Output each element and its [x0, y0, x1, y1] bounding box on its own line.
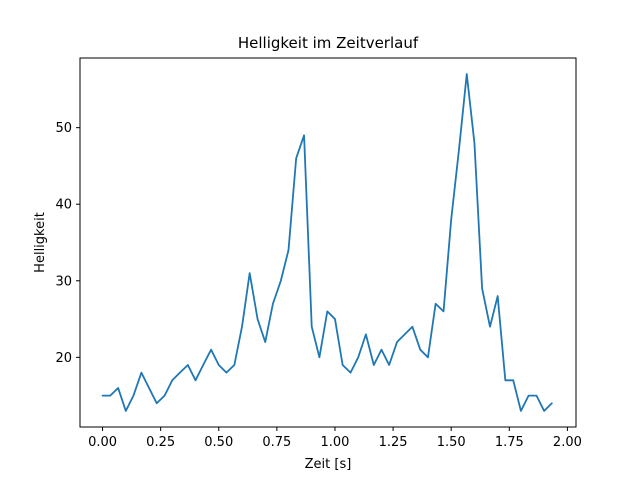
x-tick-label: 0.00 [88, 435, 117, 450]
x-tick-label: 0.25 [146, 435, 175, 450]
x-tick-label: 1.25 [379, 435, 408, 450]
x-tick-label: 0.50 [204, 435, 233, 450]
y-tick-label: 40 [55, 198, 72, 213]
y-tick-label: 20 [55, 351, 72, 366]
x-tick-label: 1.00 [320, 435, 349, 450]
y-axis-label: Helligkeit [33, 212, 48, 273]
series-line [101, 73, 553, 412]
x-tick-label: 1.50 [437, 435, 466, 450]
x-tick-label: 0.75 [262, 435, 291, 450]
x-axis: 0.00 0.25 0.50 0.75 1.00 1.25 1.50 1.75 2.00 [88, 427, 582, 450]
chart-title: Helligkeit im Zeitverlauf [238, 34, 419, 52]
y-tick-label: 50 [55, 121, 72, 136]
y-axis: 20 30 40 50 [55, 121, 80, 366]
x-tick-label: 2.00 [553, 435, 582, 450]
plot-frame [79, 57, 577, 428]
x-tick-label: 1.75 [495, 435, 524, 450]
y-tick-label: 30 [55, 274, 72, 289]
x-axis-label: Zeit [s] [305, 457, 352, 472]
